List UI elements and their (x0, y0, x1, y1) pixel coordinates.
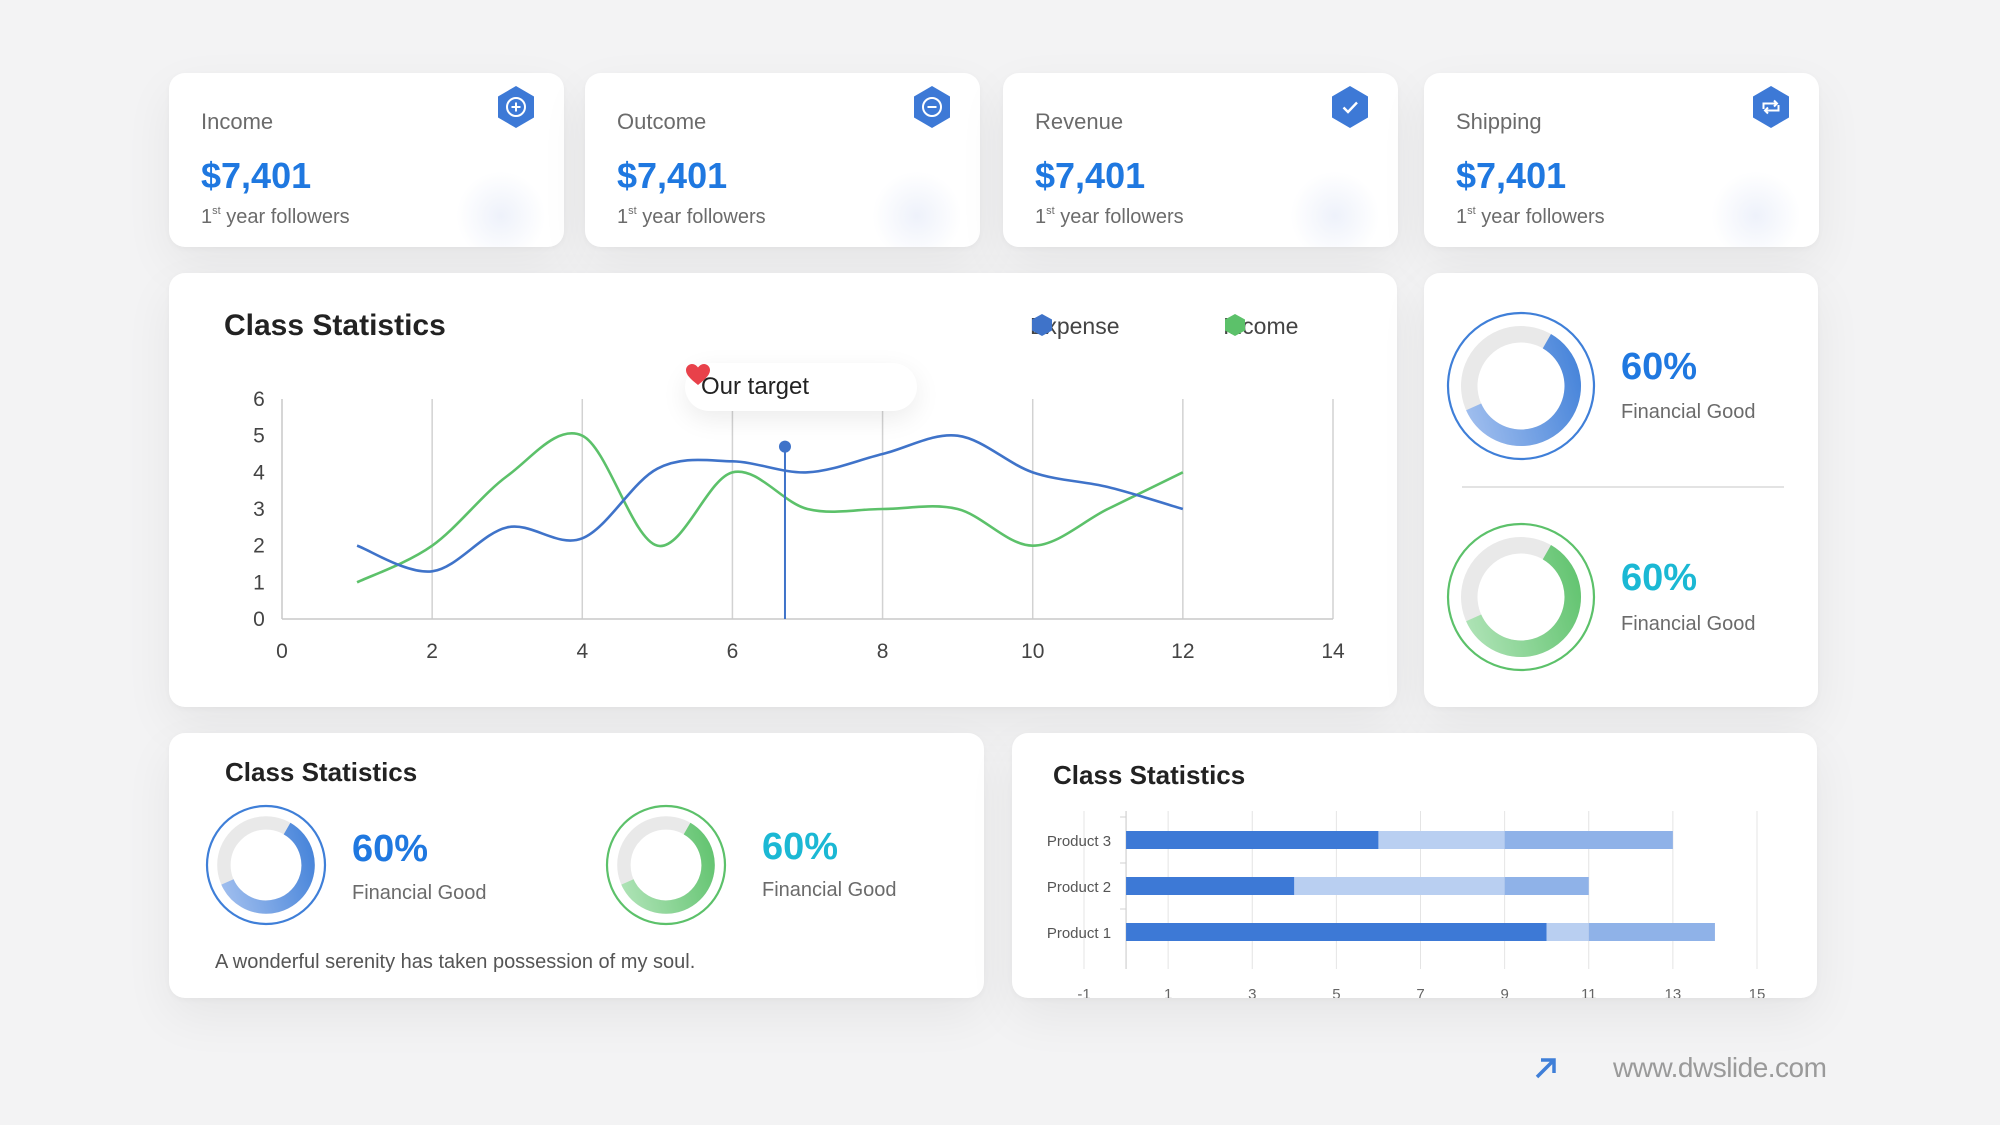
repeat-icon[interactable] (1749, 85, 1793, 129)
minus-circle-icon[interactable] (910, 85, 954, 129)
bar-segment (1126, 831, 1379, 849)
donut-arc-group (217, 816, 315, 914)
x-tick-label: 13 (1665, 986, 1682, 998)
divider (1462, 486, 1784, 488)
x-tick-label: -1 (1077, 986, 1090, 998)
x-tick-label: 1 (1164, 986, 1172, 998)
stat-value: $7,401 (1035, 155, 1146, 196)
stat-subtext: 1st year followers (1035, 205, 1184, 228)
y-tick-label: 2 (253, 535, 265, 558)
x-tick-label: 11 (1581, 986, 1597, 998)
stat-value: $7,401 (1456, 155, 1567, 196)
donut-percent: 60% (762, 826, 839, 868)
donut-label: Financial Good (762, 879, 897, 901)
y-tick-label: 3 (253, 498, 265, 521)
donut-chart-green (605, 804, 727, 926)
footer-url[interactable]: www.dwslide.com (1613, 1052, 1827, 1083)
stat-card-outcome: Outcome $7,401 1st year followers (585, 73, 980, 247)
arrow-up-right-icon (1535, 1058, 1556, 1079)
bar-segment (1294, 877, 1505, 895)
caption-text: A wonderful serenity has taken possessio… (215, 951, 696, 973)
bar-segment (1126, 923, 1547, 941)
y-tick-label: 1 (253, 571, 265, 594)
x-tick-label: 2 (426, 640, 438, 663)
target-tooltip: Our target (685, 363, 917, 411)
stat-label: Shipping (1456, 109, 1542, 134)
x-tick-label: 5 (1332, 986, 1340, 998)
category-label: Product 3 (1047, 833, 1111, 850)
bar-segment (1378, 831, 1505, 849)
donut-percent: 60% (1621, 346, 1698, 388)
x-tick-label: 14 (1321, 640, 1345, 663)
card-title: Class Statistics (1053, 760, 1246, 790)
donut-outline (205, 804, 327, 926)
check-icon[interactable] (1328, 85, 1372, 129)
donut-outline (605, 804, 727, 926)
bar-segment (1126, 877, 1295, 895)
donut-card: 60% Financial Good 60% Financial Good (1424, 273, 1818, 707)
series-line-expense (356, 433, 1184, 573)
stat-card-income: Income $7,401 1st year followers (169, 73, 564, 247)
donut-outline (1446, 311, 1596, 461)
legend-income[interactable]: Income (1223, 313, 1298, 340)
stat-label: Income (201, 109, 274, 134)
stat-subtext: 1st year followers (617, 205, 766, 228)
x-tick-label: 9 (1500, 986, 1508, 998)
category-label: Product 1 (1047, 925, 1111, 942)
donut-value-arc (217, 816, 315, 914)
x-tick-label: 8 (877, 640, 889, 663)
y-tick-label: 6 (253, 388, 265, 411)
stat-label: Revenue (1035, 109, 1124, 134)
donut-outline (1446, 522, 1596, 672)
x-tick-label: 15 (1749, 986, 1766, 998)
series-line-income (356, 432, 1184, 584)
y-tick-label: 4 (253, 461, 265, 484)
tooltip-text: Our target (701, 373, 810, 400)
stat-subtext: 1st year followers (1456, 205, 1605, 228)
stat-value: $7,401 (201, 155, 312, 196)
plus-circle-icon[interactable] (494, 85, 538, 129)
chart-title: Class Statistics (224, 309, 446, 342)
heart-icon (686, 364, 710, 385)
stat-card-revenue: Revenue $7,401 1st year followers (1003, 73, 1398, 247)
x-tick-label: 12 (1171, 640, 1194, 663)
x-tick-label: 3 (1248, 986, 1256, 998)
donut-percent: 60% (352, 828, 429, 870)
category-label: Product 2 (1047, 879, 1111, 896)
target-marker-dot (778, 440, 791, 453)
donut-arc-group (1461, 326, 1581, 446)
bar-segment (1504, 877, 1589, 895)
x-tick-label: 7 (1416, 986, 1424, 998)
summary-card: Class Statistics 60% Financial Good 60% … (169, 733, 984, 998)
x-tick-label: 10 (1021, 640, 1044, 663)
hexagon-icon (1225, 314, 1245, 336)
legend-expense[interactable]: Expense (1030, 313, 1120, 340)
stat-value: $7,401 (617, 155, 728, 196)
donut-chart-green (1446, 522, 1596, 672)
bar-segment (1546, 923, 1589, 941)
x-tick-label: 4 (576, 640, 588, 663)
donut-percent: 60% (1621, 557, 1698, 599)
stat-label: Outcome (617, 109, 707, 134)
card-title: Class Statistics (225, 757, 418, 787)
donut-chart-blue (1446, 311, 1596, 461)
y-tick-label: 0 (253, 608, 265, 631)
stat-subtext: 1st year followers (201, 205, 350, 228)
donut-value-arc (1461, 326, 1581, 446)
donut-label: Financial Good (1621, 613, 1756, 635)
line-chart-card: Class Statistics Expense Income 0 2 4 6 8 10 1… (169, 273, 1397, 707)
x-tick-label: 6 (727, 640, 739, 663)
bar-segment (1588, 923, 1715, 941)
stat-card-shipping: Shipping $7,401 1st year followers (1424, 73, 1819, 247)
x-tick-label: 0 (276, 640, 288, 663)
donut-label: Financial Good (352, 882, 487, 904)
y-tick-label: 5 (253, 425, 265, 448)
bar-segment (1504, 831, 1673, 849)
donut-chart-blue (205, 804, 327, 926)
hexagon-icon (1032, 314, 1052, 336)
donut-label: Financial Good (1621, 401, 1756, 423)
